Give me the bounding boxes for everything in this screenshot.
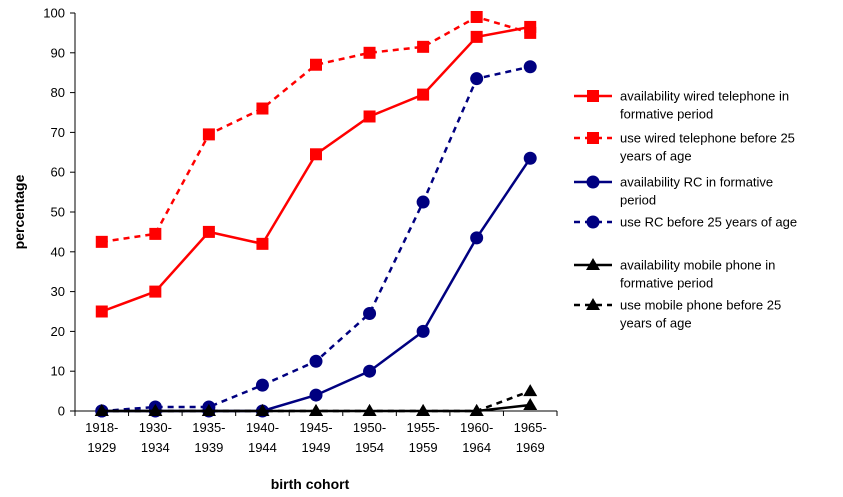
legend-label: availability mobile phone in formative pe… bbox=[620, 258, 775, 291]
x-tick-label: 1935-1939 bbox=[192, 420, 225, 455]
series-line bbox=[101, 157, 532, 413]
y-tick-label: 40 bbox=[51, 244, 65, 259]
data-point bbox=[95, 235, 108, 248]
data-point bbox=[363, 364, 377, 378]
legend-swatch-marker bbox=[587, 132, 599, 144]
series-6 bbox=[94, 384, 538, 416]
data-point bbox=[149, 285, 162, 298]
x-tick-label: 1960-1964 bbox=[460, 420, 493, 455]
legend-swatch-marker bbox=[586, 215, 600, 229]
data-point bbox=[416, 324, 430, 338]
data-point bbox=[417, 88, 430, 101]
series-1 bbox=[95, 20, 537, 318]
x-tick-label: 1918-1929 bbox=[85, 420, 118, 455]
data-point bbox=[523, 151, 537, 165]
legend-entry: use wired telephone before 25 years of ag… bbox=[574, 131, 795, 164]
legend-swatch-marker bbox=[586, 175, 600, 189]
data-point bbox=[524, 26, 537, 39]
data-point bbox=[362, 404, 377, 416]
data-point bbox=[363, 46, 376, 59]
data-point bbox=[309, 388, 323, 402]
y-tick-label: 50 bbox=[51, 205, 65, 220]
y-tick-label: 30 bbox=[51, 284, 65, 299]
x-tick-label: 1965-1969 bbox=[514, 420, 547, 455]
y-tick-label: 0 bbox=[58, 404, 65, 419]
data-point bbox=[470, 10, 483, 23]
y-axis-title: percentage bbox=[11, 174, 27, 249]
legend-swatch-marker bbox=[586, 258, 600, 270]
data-point bbox=[523, 60, 537, 74]
x-tick-label: 1955-1959 bbox=[406, 420, 439, 455]
data-point bbox=[95, 305, 108, 318]
legend-label: availability wired telephone in formative… bbox=[620, 89, 789, 122]
y-tick-label: 80 bbox=[51, 85, 65, 100]
data-point bbox=[523, 398, 538, 411]
data-point bbox=[469, 404, 484, 416]
data-point bbox=[202, 225, 215, 238]
y-tick-label: 100 bbox=[43, 6, 65, 21]
data-point bbox=[202, 128, 215, 141]
data-point bbox=[470, 30, 483, 43]
data-point bbox=[470, 72, 484, 86]
data-point bbox=[363, 306, 377, 320]
data-point bbox=[94, 404, 109, 416]
legend-label: use wired telephone before 25 years of ag… bbox=[620, 131, 795, 164]
data-point bbox=[310, 148, 322, 161]
series-layer bbox=[94, 10, 538, 418]
data-point bbox=[416, 195, 430, 209]
data-point bbox=[309, 404, 323, 416]
series-2 bbox=[95, 10, 537, 248]
legend-swatch-marker bbox=[586, 298, 600, 310]
series-line bbox=[101, 15, 531, 244]
y-tick-label: 70 bbox=[51, 125, 65, 140]
legend: availability wired telephone in formative… bbox=[574, 89, 797, 331]
legend-label: use mobile phone before 25 years of age bbox=[620, 298, 781, 331]
y-tick-label: 10 bbox=[51, 364, 65, 379]
y-tick-label: 90 bbox=[51, 45, 65, 60]
legend-label: use RC before 25 years of age bbox=[620, 215, 797, 230]
data-point bbox=[416, 404, 431, 416]
legend-entry: availability mobile phone in formative pe… bbox=[574, 258, 775, 291]
x-tick-label: 1950-1954 bbox=[353, 420, 386, 455]
legend-swatch-marker bbox=[587, 90, 599, 102]
x-tick-label: 1945-1949 bbox=[299, 420, 332, 455]
data-point bbox=[417, 40, 430, 53]
data-point bbox=[309, 354, 323, 368]
x-axis-title: birth cohort bbox=[271, 476, 350, 492]
y-tick-label: 60 bbox=[51, 165, 65, 180]
data-point bbox=[148, 404, 163, 416]
legend-entry: availability RC in formative period bbox=[574, 175, 773, 208]
axes: 0 10 20 30 40 50 60 70 80 90 100 1918-1929 1930-1934… bbox=[43, 6, 558, 455]
x-tick-label: 1930-1934 bbox=[139, 420, 172, 455]
data-point bbox=[256, 237, 269, 250]
data-point bbox=[255, 378, 269, 392]
data-point bbox=[255, 404, 270, 416]
legend-entry: availability wired telephone in formative… bbox=[574, 89, 789, 122]
y-tick-label: 20 bbox=[51, 324, 65, 339]
legend-entry: use mobile phone before 25 years of age bbox=[574, 298, 781, 331]
legend-entry: use RC before 25 years of age bbox=[574, 215, 797, 230]
data-point bbox=[523, 384, 538, 397]
data-point bbox=[363, 110, 376, 123]
data-point bbox=[256, 102, 269, 115]
data-point bbox=[149, 227, 162, 240]
x-tick-label: 1940-1944 bbox=[246, 420, 279, 455]
data-point bbox=[470, 231, 484, 245]
data-point bbox=[201, 404, 216, 416]
data-point bbox=[310, 58, 322, 71]
legend-label: availability RC in formative period bbox=[620, 175, 773, 208]
